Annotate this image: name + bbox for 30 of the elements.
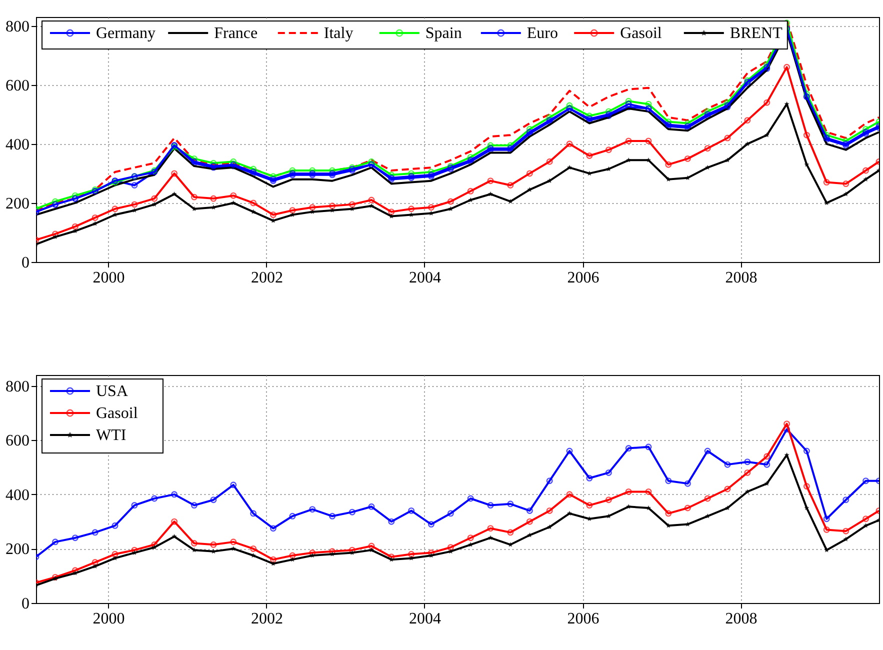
legend-label: Euro bbox=[526, 25, 558, 42]
y-tick-label: 600 bbox=[6, 77, 30, 94]
x-tick-label: 2004 bbox=[408, 610, 441, 628]
y-tick-label: 600 bbox=[6, 432, 30, 450]
y-tick-label: 200 bbox=[6, 195, 30, 212]
legend-label: WTI bbox=[96, 427, 126, 444]
y-tick-label: 800 bbox=[6, 18, 30, 36]
y-tick-label: 200 bbox=[6, 541, 30, 558]
legend-label: Gasoil bbox=[96, 405, 138, 422]
y-tick-label: 0 bbox=[22, 254, 30, 272]
x-tick-label: 2002 bbox=[251, 270, 283, 286]
y-tick-label: 400 bbox=[6, 136, 30, 154]
legend-label: USA bbox=[96, 383, 128, 400]
x-tick-label: 2008 bbox=[725, 610, 758, 628]
x-tick-label: 2008 bbox=[725, 270, 758, 286]
x-tick-label: 2006 bbox=[567, 270, 600, 286]
x-tick-label: 2000 bbox=[92, 270, 125, 286]
y-tick-label: 400 bbox=[6, 486, 30, 504]
y-tick-label: 0 bbox=[22, 596, 30, 612]
legend-label: Gasoil bbox=[620, 25, 662, 42]
legend-label: France bbox=[214, 25, 258, 42]
x-tick-label: 2006 bbox=[567, 610, 600, 628]
x-tick-label: 2002 bbox=[251, 610, 283, 628]
legend-label: Germany bbox=[96, 25, 156, 42]
x-tick-label: 2000 bbox=[92, 610, 125, 628]
legend-label: BRENT bbox=[730, 25, 783, 42]
legend-label: Spain bbox=[425, 25, 462, 42]
y-tick-label: 800 bbox=[6, 378, 30, 396]
x-tick-label: 2004 bbox=[408, 270, 441, 286]
legend-label: Italy bbox=[324, 25, 354, 42]
